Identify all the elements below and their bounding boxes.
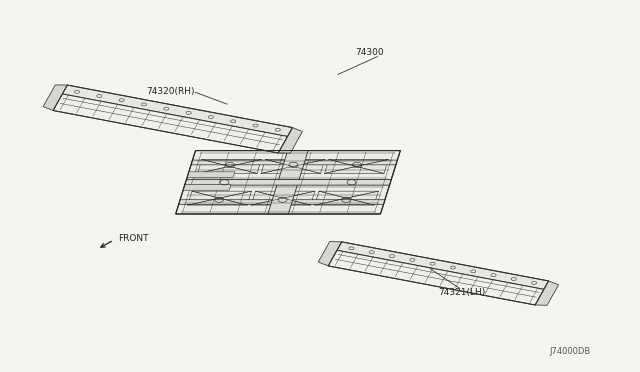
Polygon shape <box>324 160 388 173</box>
Text: J74000DB: J74000DB <box>549 347 590 356</box>
Polygon shape <box>268 151 308 214</box>
Polygon shape <box>185 179 391 185</box>
Polygon shape <box>43 85 67 110</box>
Polygon shape <box>53 94 287 153</box>
Polygon shape <box>318 241 342 266</box>
Polygon shape <box>251 191 315 205</box>
Text: 74320(RH): 74320(RH) <box>146 87 195 96</box>
Polygon shape <box>187 172 235 177</box>
Polygon shape <box>278 128 303 153</box>
Text: 74300: 74300 <box>355 48 384 57</box>
Polygon shape <box>62 85 292 137</box>
Polygon shape <box>328 250 544 305</box>
Polygon shape <box>535 281 559 305</box>
Text: 74321(LH): 74321(LH) <box>438 288 486 296</box>
Polygon shape <box>315 191 378 205</box>
Polygon shape <box>198 160 261 173</box>
Text: FRONT: FRONT <box>118 234 149 243</box>
Polygon shape <box>261 160 325 173</box>
Polygon shape <box>337 242 548 289</box>
Polygon shape <box>175 151 401 214</box>
Polygon shape <box>179 200 385 205</box>
Polygon shape <box>191 160 397 165</box>
Polygon shape <box>183 185 231 190</box>
Polygon shape <box>188 191 252 205</box>
